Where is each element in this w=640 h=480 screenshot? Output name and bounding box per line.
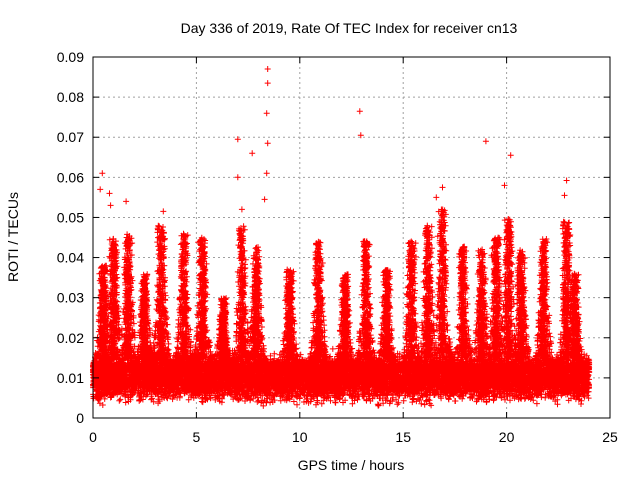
x-tick-label: 5: [193, 429, 201, 445]
x-tick-label: 20: [499, 429, 515, 445]
y-tick-label: 0.02: [57, 330, 84, 346]
y-tick-label: 0.03: [57, 290, 84, 306]
x-axis-label: GPS time / hours: [298, 457, 405, 473]
x-axis: 0 5 10 15 20 25: [89, 57, 618, 445]
y-tick-label: 0.04: [57, 250, 84, 266]
y-axis-label: ROTI / TECUs: [5, 192, 21, 282]
data-points: [90, 66, 593, 409]
y-tick-label: 0.05: [57, 209, 84, 225]
y-tick-label: 0.08: [57, 89, 84, 105]
chart-title: Day 336 of 2019, Rate Of TEC Index for r…: [181, 20, 518, 36]
x-tick-label: 15: [395, 429, 411, 445]
y-tick-label: 0.09: [57, 49, 84, 65]
y-tick-label: 0.06: [57, 169, 84, 185]
x-tick-label: 10: [292, 429, 308, 445]
y-axis: 0 0.01 0.02 0.03 0.04 0.05 0.06 0.07 0.08 0.09: [57, 49, 610, 426]
x-tick-label: 25: [602, 429, 618, 445]
x-tick-label: 0: [89, 429, 97, 445]
roti-scatter-points: [90, 66, 593, 409]
y-tick-label: 0: [76, 410, 84, 426]
plot-frame: [92, 56, 611, 419]
y-tick-label: 0.01: [57, 370, 84, 386]
y-tick-label: 0.07: [57, 129, 84, 145]
